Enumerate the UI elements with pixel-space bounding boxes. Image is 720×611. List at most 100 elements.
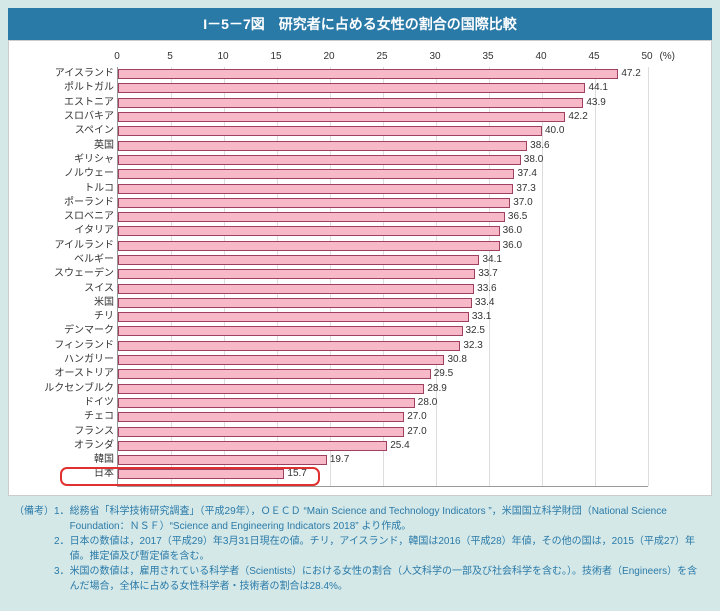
bar: [118, 184, 513, 194]
country-label: アイスランド: [24, 69, 114, 79]
value-label: 32.5: [466, 326, 485, 336]
bar: [118, 455, 327, 465]
bar-row: スロベニア36.5: [118, 210, 648, 224]
country-label: 英国: [24, 141, 114, 151]
country-label: イタリア: [24, 226, 114, 236]
note-row: 3．米国の数値は，雇用されている科学者（Scientists）における女性の割合…: [14, 564, 706, 594]
value-label: 33.7: [478, 269, 497, 279]
value-label: 28.9: [427, 384, 446, 394]
country-label: チリ: [24, 312, 114, 322]
bar-row: スペイン40.0: [118, 124, 648, 138]
bar-row: オランダ25.4: [118, 439, 648, 453]
bar: [118, 326, 463, 336]
grid-line: [648, 67, 649, 486]
value-label: 34.1: [482, 255, 501, 265]
bar-row: オーストリア29.5: [118, 367, 648, 381]
country-label: ハンガリー: [24, 355, 114, 365]
page-container: I－5－7図 研究者に占める女性の割合の国際比較 (%) 05101520253…: [0, 0, 720, 606]
value-label: 28.0: [418, 398, 437, 408]
axis-tick: 35: [482, 51, 493, 62]
value-label: 36.5: [508, 212, 527, 222]
bar: [118, 312, 469, 322]
note-body: 日本の数値は，2017（平成29）年3月31日現在の値。チリ，アイスランド，韓国…: [70, 534, 706, 564]
value-label: 33.1: [472, 312, 491, 322]
note-row: （備考）1．総務省「科学技術研究調査」（平成29年），ＯＥＣＤ “Main Sc…: [14, 504, 706, 534]
bar: [118, 255, 479, 265]
axis-tick: 15: [270, 51, 281, 62]
bar-row: 英国38.6: [118, 138, 648, 152]
note-head: 2．: [14, 534, 70, 564]
axis-tick: 45: [588, 51, 599, 62]
bar-row: ポルトガル44.1: [118, 81, 648, 95]
note-head: （備考）1．: [14, 504, 70, 534]
bar-row: チェコ27.0: [118, 410, 648, 424]
bar: [118, 126, 542, 136]
bar-row: トルコ37.3: [118, 181, 648, 195]
bar: [118, 155, 521, 165]
country-label: ドイツ: [24, 398, 114, 408]
chart-title: I－5－7図 研究者に占める女性の割合の国際比較: [8, 8, 712, 40]
footnotes: （備考）1．総務省「科学技術研究調査」（平成29年），ＯＥＣＤ “Main Sc…: [8, 496, 712, 598]
bar-row: スウェーデン33.7: [118, 267, 648, 281]
value-label: 38.6: [530, 141, 549, 151]
bar: [118, 226, 500, 236]
value-label: 19.7: [330, 455, 349, 465]
value-label: 37.4: [517, 169, 536, 179]
country-label: ポーランド: [24, 198, 114, 208]
bar: [118, 241, 500, 251]
country-label: ルクセンブルク: [24, 384, 114, 394]
bar-row: ギリシャ38.0: [118, 153, 648, 167]
value-label: 38.0: [524, 155, 543, 165]
axis-tick: 0: [114, 51, 120, 62]
country-label: スロバキア: [24, 112, 114, 122]
note-row: 2．日本の数値は，2017（平成29）年3月31日現在の値。チリ，アイスランド，…: [14, 534, 706, 564]
axis-tick: 40: [535, 51, 546, 62]
value-label: 36.0: [503, 226, 522, 236]
note-head: 3．: [14, 564, 70, 594]
bar-row: エストニア43.9: [118, 96, 648, 110]
bar-row: 韓国19.7: [118, 453, 648, 467]
bar-row: ルクセンブルク28.9: [118, 382, 648, 396]
country-label: フィンランド: [24, 341, 114, 351]
country-label: スイス: [24, 284, 114, 294]
country-label: スペイン: [24, 126, 114, 136]
country-label: ノルウェー: [24, 169, 114, 179]
bar-row: アイルランド36.0: [118, 239, 648, 253]
value-label: 44.1: [588, 83, 607, 93]
bar: [118, 141, 527, 151]
country-label: フランス: [24, 427, 114, 437]
value-label: 25.4: [390, 441, 409, 451]
axis-tick: 30: [429, 51, 440, 62]
bar: [118, 384, 424, 394]
bar-row: アイスランド47.2: [118, 67, 648, 81]
value-label: 37.0: [513, 198, 532, 208]
axis-tick: 20: [323, 51, 334, 62]
bar: [118, 112, 565, 122]
country-label: オーストリア: [24, 369, 114, 379]
country-label: チェコ: [24, 412, 114, 422]
bar: [118, 198, 510, 208]
country-label: 日本: [24, 469, 114, 479]
country-label: ポルトガル: [24, 83, 114, 93]
bar: [118, 298, 472, 308]
country-label: デンマーク: [24, 326, 114, 336]
x-axis: (%) 05101520253035404550: [117, 51, 647, 67]
note-body: 総務省「科学技術研究調査」（平成29年），ＯＥＣＤ “Main Science …: [70, 504, 706, 534]
value-label: 33.6: [477, 284, 496, 294]
value-label: 32.3: [463, 341, 482, 351]
country-label: トルコ: [24, 184, 114, 194]
country-label: 米国: [24, 298, 114, 308]
bar: [118, 169, 514, 179]
bar: [118, 269, 475, 279]
bar: [118, 427, 404, 437]
bar-row: フランス27.0: [118, 424, 648, 438]
bar-row: デンマーク32.5: [118, 324, 648, 338]
axis-unit-label: (%): [659, 51, 675, 62]
bar-row: スロバキア42.2: [118, 110, 648, 124]
bar-row: フィンランド32.3: [118, 339, 648, 353]
value-label: 33.4: [475, 298, 494, 308]
bar-row: ポーランド37.0: [118, 196, 648, 210]
bar: [118, 469, 284, 479]
bar: [118, 212, 505, 222]
value-label: 27.0: [407, 427, 426, 437]
